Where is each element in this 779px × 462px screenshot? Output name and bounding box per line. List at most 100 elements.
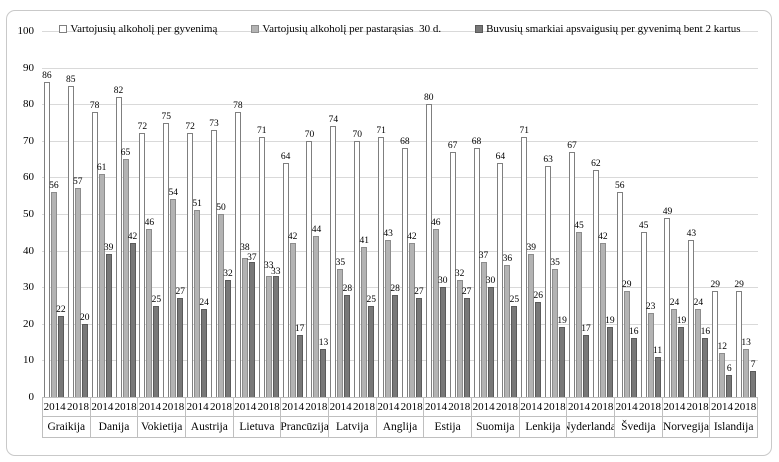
bar-value-label: 49 xyxy=(662,206,673,217)
bar xyxy=(392,294,399,397)
bar-value-label: 70 xyxy=(304,129,315,140)
bar xyxy=(559,327,566,397)
bar-value-label: 37 xyxy=(478,250,489,261)
bar-value-label: 23 xyxy=(645,301,656,312)
bar xyxy=(640,232,647,397)
bar xyxy=(105,254,112,397)
bar xyxy=(296,334,303,397)
bar-value-label: 78 xyxy=(233,100,243,111)
bar-value-label: 19 xyxy=(605,316,615,327)
year-row: 2014 2018 xyxy=(567,397,614,417)
year-label: 2014 xyxy=(377,400,400,413)
bar-value-label: 35 xyxy=(550,257,560,268)
bar xyxy=(129,243,136,397)
bar xyxy=(139,133,146,397)
country-label: Suomija xyxy=(476,421,515,433)
bar xyxy=(599,243,606,397)
country-label: Islandija xyxy=(713,421,754,433)
x-axis-country-cell: 2014 2018 Lenkija xyxy=(519,397,568,437)
bar-value-label: 17 xyxy=(581,323,591,334)
bar-value-label: 74 xyxy=(328,115,339,126)
bar xyxy=(258,137,265,397)
bar-value-label: 39 xyxy=(526,243,537,254)
bar xyxy=(354,140,361,397)
bar xyxy=(592,170,599,397)
year-row: 2014 2018 xyxy=(43,397,90,417)
country-label: Prancūzija xyxy=(281,421,328,433)
bar-value-label: 29 xyxy=(710,279,720,290)
year-label: 2014 xyxy=(329,400,352,413)
bar-value-label: 64 xyxy=(280,151,291,162)
bar xyxy=(177,298,184,397)
bar xyxy=(225,279,231,397)
year-label: 2014 xyxy=(663,400,686,413)
year-row: 2014 2018 xyxy=(376,397,424,417)
year-row: 2014 2018 xyxy=(138,397,185,417)
x-axis-line xyxy=(42,397,758,398)
country-label: Vokietija xyxy=(140,421,183,433)
bar xyxy=(401,148,408,397)
bar-value-label: 24 xyxy=(693,298,704,309)
bar-value-label: 16 xyxy=(700,327,711,338)
bar-value-label: 51 xyxy=(192,199,202,210)
bar-value-label: 65 xyxy=(120,148,131,159)
bar-value-label: 68 xyxy=(471,137,482,148)
bar xyxy=(306,140,313,397)
bar-value-label: 42 xyxy=(287,232,298,243)
bar xyxy=(330,126,337,397)
bar xyxy=(449,151,456,397)
bar-value-label: 64 xyxy=(495,151,506,162)
x-axis-country-cell: 2014 2018 Norvegija xyxy=(662,397,711,437)
bar-value-label: 44 xyxy=(311,224,322,235)
legend-swatch-icon xyxy=(59,25,68,33)
bar-value-label: 72 xyxy=(185,122,195,133)
bar xyxy=(480,261,487,397)
bar xyxy=(569,151,575,397)
bar-value-label: 63 xyxy=(543,155,553,166)
bar-value-label: 37 xyxy=(247,252,257,263)
bar-value-label: 22 xyxy=(56,305,66,316)
year-label: 2014 xyxy=(91,400,114,413)
bar xyxy=(712,290,719,397)
year-label: 2014 xyxy=(138,400,161,413)
bar xyxy=(337,268,344,397)
bar-value-label: 50 xyxy=(216,203,226,213)
country-label: Švedija xyxy=(621,421,656,433)
bar-value-label: 86 xyxy=(42,71,52,82)
bar-value-label: 16 xyxy=(628,327,639,338)
bar-value-label: 30 xyxy=(485,276,496,287)
bar-value-label: 43 xyxy=(686,228,697,239)
bar xyxy=(57,316,64,397)
bar-value-label: 39 xyxy=(103,243,114,254)
x-axis-country-cell: 2014 2018 Prancūzija xyxy=(281,397,329,437)
gridline xyxy=(42,323,758,325)
year-label: 2018 xyxy=(114,400,137,413)
bar xyxy=(630,338,637,397)
bar xyxy=(74,188,81,397)
bar-value-label: 67 xyxy=(567,140,577,151)
bar-value-label: 43 xyxy=(383,228,393,239)
bar xyxy=(163,122,170,397)
bar xyxy=(688,239,695,397)
year-label: 2014 xyxy=(615,400,638,413)
bar xyxy=(576,232,582,397)
bar xyxy=(361,246,368,397)
gridline xyxy=(42,214,758,215)
bar xyxy=(43,82,50,397)
year-label: 2018 xyxy=(591,400,614,413)
bar xyxy=(218,214,224,397)
country-label: Nyderlandai xyxy=(567,421,614,433)
bar-value-label: 36 xyxy=(502,254,513,265)
bar-value-label: 41 xyxy=(359,235,369,246)
year-label: 2018 xyxy=(66,400,89,413)
bar xyxy=(463,298,470,397)
bar xyxy=(528,254,535,397)
bar-value-label: 12 xyxy=(717,342,727,353)
year-label: 2018 xyxy=(352,400,375,413)
gridline xyxy=(42,31,758,32)
year-row: 2014 2018 xyxy=(90,397,138,417)
x-axis-country-cell: 2014 2018 Danija xyxy=(90,397,139,437)
plot-area: 86 56 22 85 57 20 78 61 39 82 65 42 72 46 25 75 54 27 72 51… xyxy=(42,31,758,398)
bar xyxy=(146,228,153,397)
country-label: Norvegija xyxy=(662,421,709,433)
